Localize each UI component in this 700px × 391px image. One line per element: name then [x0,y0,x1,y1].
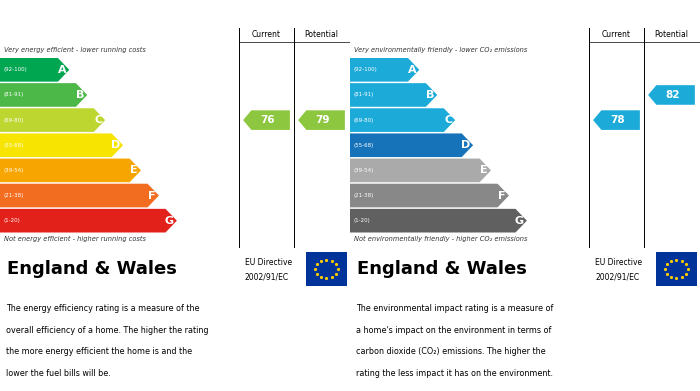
Text: (81-91): (81-91) [3,92,23,97]
Text: Current: Current [252,30,281,39]
Polygon shape [350,108,455,132]
Polygon shape [350,58,419,82]
Text: (1-20): (1-20) [353,218,370,223]
Polygon shape [298,110,345,130]
Polygon shape [350,133,473,157]
Text: Potential: Potential [304,30,339,39]
Bar [657,252,696,286]
Text: carbon dioxide (CO₂) emissions. The higher the: carbon dioxide (CO₂) emissions. The high… [356,347,545,356]
Text: (39-54): (39-54) [3,168,23,173]
Text: D: D [111,140,120,150]
Text: The environmental impact rating is a measure of: The environmental impact rating is a mea… [356,304,554,313]
Polygon shape [0,108,105,132]
Text: a home's impact on the environment in terms of: a home's impact on the environment in te… [356,326,552,335]
Text: 76: 76 [260,115,275,125]
Text: The energy efficiency rating is a measure of the: The energy efficiency rating is a measur… [6,304,200,313]
Polygon shape [350,184,509,207]
Text: overall efficiency of a home. The higher the rating: overall efficiency of a home. The higher… [6,326,209,335]
Text: E: E [130,165,138,176]
Text: C: C [444,115,452,125]
Text: England & Wales: England & Wales [357,260,527,278]
Text: 78: 78 [610,115,625,125]
Text: (55-68): (55-68) [3,143,23,148]
Text: 82: 82 [666,90,680,100]
Polygon shape [0,58,69,82]
Text: A: A [407,65,416,75]
Text: (39-54): (39-54) [353,168,373,173]
Polygon shape [0,209,177,233]
Text: Current: Current [602,30,631,39]
Text: 79: 79 [316,115,330,125]
Text: 2002/91/EC: 2002/91/EC [245,272,289,281]
Text: (69-80): (69-80) [3,118,23,123]
Polygon shape [0,83,88,107]
Polygon shape [350,209,527,233]
Text: (81-91): (81-91) [353,92,373,97]
Text: England & Wales: England & Wales [7,260,177,278]
Text: EU Directive: EU Directive [595,258,642,267]
Text: Very energy efficient - lower running costs: Very energy efficient - lower running co… [4,47,146,53]
Text: A: A [57,65,66,75]
Text: EU Directive: EU Directive [245,258,292,267]
Text: the more energy efficient the home is and the: the more energy efficient the home is an… [6,347,192,356]
Text: B: B [76,90,84,100]
Polygon shape [350,159,491,182]
Text: (55-68): (55-68) [353,143,373,148]
Polygon shape [0,133,123,157]
Text: G: G [514,216,524,226]
Polygon shape [243,110,290,130]
Text: (69-80): (69-80) [353,118,373,123]
Text: G: G [164,216,174,226]
Text: rating the less impact it has on the environment.: rating the less impact it has on the env… [356,369,553,378]
Text: Potential: Potential [654,30,689,39]
Polygon shape [648,85,695,105]
Text: Not energy efficient - higher running costs: Not energy efficient - higher running co… [4,236,146,242]
Text: 2002/91/EC: 2002/91/EC [595,272,639,281]
Polygon shape [0,184,159,207]
Text: F: F [148,190,156,201]
Text: E: E [480,165,488,176]
Polygon shape [350,83,438,107]
Text: Not environmentally friendly - higher CO₂ emissions: Not environmentally friendly - higher CO… [354,236,528,242]
Text: (21-38): (21-38) [3,193,23,198]
Text: Very environmentally friendly - lower CO₂ emissions: Very environmentally friendly - lower CO… [354,47,527,53]
Polygon shape [593,110,640,130]
Text: D: D [461,140,470,150]
Text: (21-38): (21-38) [353,193,373,198]
Text: (1-20): (1-20) [3,218,20,223]
Text: Energy Efficiency Rating: Energy Efficiency Rating [6,7,169,20]
Text: Environmental Impact (CO₂) Rating: Environmental Impact (CO₂) Rating [356,7,589,20]
Polygon shape [0,159,141,182]
Text: B: B [426,90,434,100]
Text: F: F [498,190,506,201]
Text: C: C [94,115,102,125]
Text: (92-100): (92-100) [353,67,377,72]
Text: lower the fuel bills will be.: lower the fuel bills will be. [6,369,111,378]
Bar [307,252,346,286]
Text: (92-100): (92-100) [3,67,27,72]
